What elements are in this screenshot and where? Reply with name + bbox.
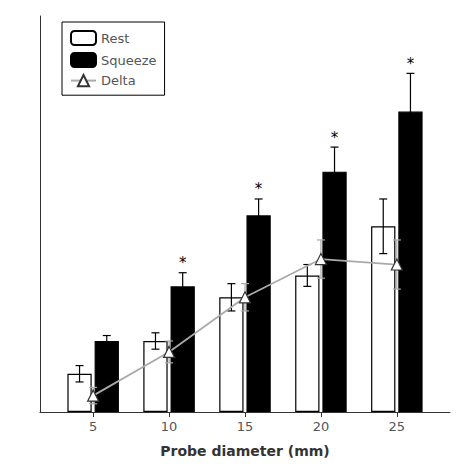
svg-text:5: 5 (89, 419, 97, 434)
svg-text:*: * (255, 180, 263, 198)
svg-text:*: * (331, 129, 339, 147)
svg-text:25: 25 (389, 419, 406, 434)
svg-text:15: 15 (237, 419, 254, 434)
svg-text:Delta: Delta (101, 73, 136, 88)
svg-text:Squeeze: Squeeze (101, 53, 157, 68)
svg-text:Rest: Rest (101, 31, 129, 46)
svg-text:Probe diameter (mm): Probe diameter (mm) (160, 443, 329, 459)
svg-text:20: 20 (313, 419, 330, 434)
svg-text:*: * (179, 254, 187, 272)
svg-text:10: 10 (161, 419, 178, 434)
svg-text:*: * (407, 55, 415, 73)
